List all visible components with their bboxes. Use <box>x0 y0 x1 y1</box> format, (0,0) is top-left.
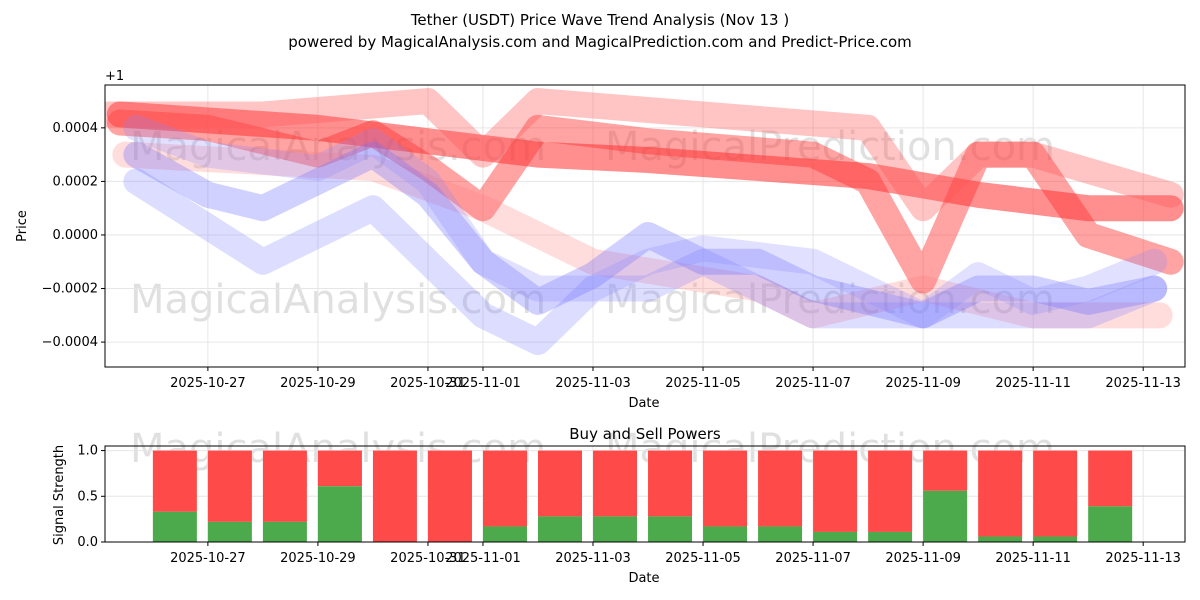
watermark-text: MagicalAnalysis.com <box>130 277 546 323</box>
bar-chart-title: Buy and Sell Powers <box>569 425 721 443</box>
y-offset-label: +1 <box>105 69 124 84</box>
wave-band-blue-3 <box>123 114 1168 329</box>
chart-title: Tether (USDT) Price Wave Trend Analysis … <box>410 11 789 29</box>
y-tick-label: 0.0004 <box>53 121 99 136</box>
x-tick-label: 2025-10-29 <box>280 376 356 391</box>
plot-frame <box>104 84 1186 368</box>
y-tick-label: 0.0000 <box>53 228 99 243</box>
sell-bar <box>207 450 252 522</box>
y-axis-label: Price <box>15 210 30 242</box>
wave-band-red-2 <box>106 109 1184 294</box>
x-tick-label: 2025-11-03 <box>555 376 631 391</box>
sell-bar <box>152 450 197 512</box>
sell-bar <box>868 450 913 532</box>
x-tick-label: 2025-10-27 <box>170 551 246 566</box>
x-tick-label: 2025-10-27 <box>170 376 246 391</box>
buy-bar <box>648 516 693 542</box>
wave-band-red-1 <box>106 101 1184 222</box>
sell-bar <box>1033 450 1078 537</box>
x-tick-label: 2025-11-05 <box>665 551 741 566</box>
watermark-text: MagicalPrediction.com <box>605 277 1055 323</box>
buy-bar <box>813 531 858 542</box>
sell-bar <box>648 450 693 517</box>
x-tick-label: 2025-11-07 <box>775 376 851 391</box>
buy-bar <box>1088 506 1133 542</box>
sell-bar <box>1088 450 1133 507</box>
y-tick-label: 1.0 <box>77 444 98 459</box>
sell-bar <box>427 450 472 542</box>
buy-bar <box>758 526 803 542</box>
buy-bar <box>593 516 638 542</box>
sell-bar <box>593 450 638 517</box>
wave-band-blue-2 <box>123 141 1168 329</box>
sell-bar <box>813 450 858 532</box>
sell-bar <box>372 450 417 542</box>
y-tick-label: 0.0 <box>77 535 98 550</box>
y-tick-label: −0.0002 <box>42 282 98 297</box>
buy-bar <box>262 521 307 542</box>
buy-bar <box>152 511 197 542</box>
x-tick-label: 2025-11-01 <box>445 376 521 391</box>
x-tick-label: 2025-11-11 <box>995 376 1071 391</box>
x-tick-label: 2025-10-29 <box>280 551 356 566</box>
plot-frame <box>104 445 1186 543</box>
y-tick-label: 0.5 <box>77 489 98 504</box>
x-axis-label: Date <box>628 396 659 411</box>
x-tick-label: 2025-11-09 <box>885 376 961 391</box>
bar-y-axis-label: Signal Strength <box>52 445 67 545</box>
x-tick-label: 2025-11-01 <box>445 551 521 566</box>
sell-bar <box>923 450 968 491</box>
x-tick-label: 2025-10-31 <box>390 551 466 566</box>
x-tick-label: 2025-11-09 <box>885 551 961 566</box>
sell-bar <box>978 450 1023 537</box>
x-tick-label: 2025-11-11 <box>995 551 1071 566</box>
sell-bar <box>758 450 803 527</box>
bar-x-axis-label: Date <box>628 571 659 586</box>
sell-bar <box>262 450 307 522</box>
buy-bar <box>978 536 1023 542</box>
x-tick-label: 2025-11-05 <box>665 376 741 391</box>
x-tick-label: 2025-11-13 <box>1105 551 1181 566</box>
wave-band-blue-1 <box>123 168 1168 356</box>
wave-band-red-3 <box>105 88 1184 222</box>
buy-bar <box>703 526 748 542</box>
buy-bar <box>207 521 252 542</box>
x-tick-label: 2025-11-03 <box>555 551 631 566</box>
sell-bar <box>703 450 748 527</box>
y-tick-label: −0.0004 <box>42 335 98 350</box>
y-tick-label: 0.0002 <box>53 174 99 189</box>
chart-subtitle: powered by MagicalAnalysis.com and Magic… <box>288 33 912 51</box>
buy-bar <box>537 516 582 542</box>
sell-bar <box>317 450 362 487</box>
sell-bar <box>537 450 582 517</box>
wave-band-red-4 <box>112 141 1173 329</box>
buy-bar <box>923 490 968 542</box>
price-plot: 2025-10-27 2025-10-29 2025-10-312025-11-01… <box>42 84 1186 391</box>
x-tick-label: 2025-11-13 <box>1105 376 1181 391</box>
buy-bar <box>482 526 527 542</box>
sell-bar <box>482 450 527 527</box>
buy-bar <box>868 531 913 542</box>
buy-bar <box>1033 536 1078 542</box>
x-tick-label: 2025-11-07 <box>775 551 851 566</box>
buy-bar <box>317 486 362 542</box>
x-tick-label: 2025-10-31 <box>390 376 466 391</box>
